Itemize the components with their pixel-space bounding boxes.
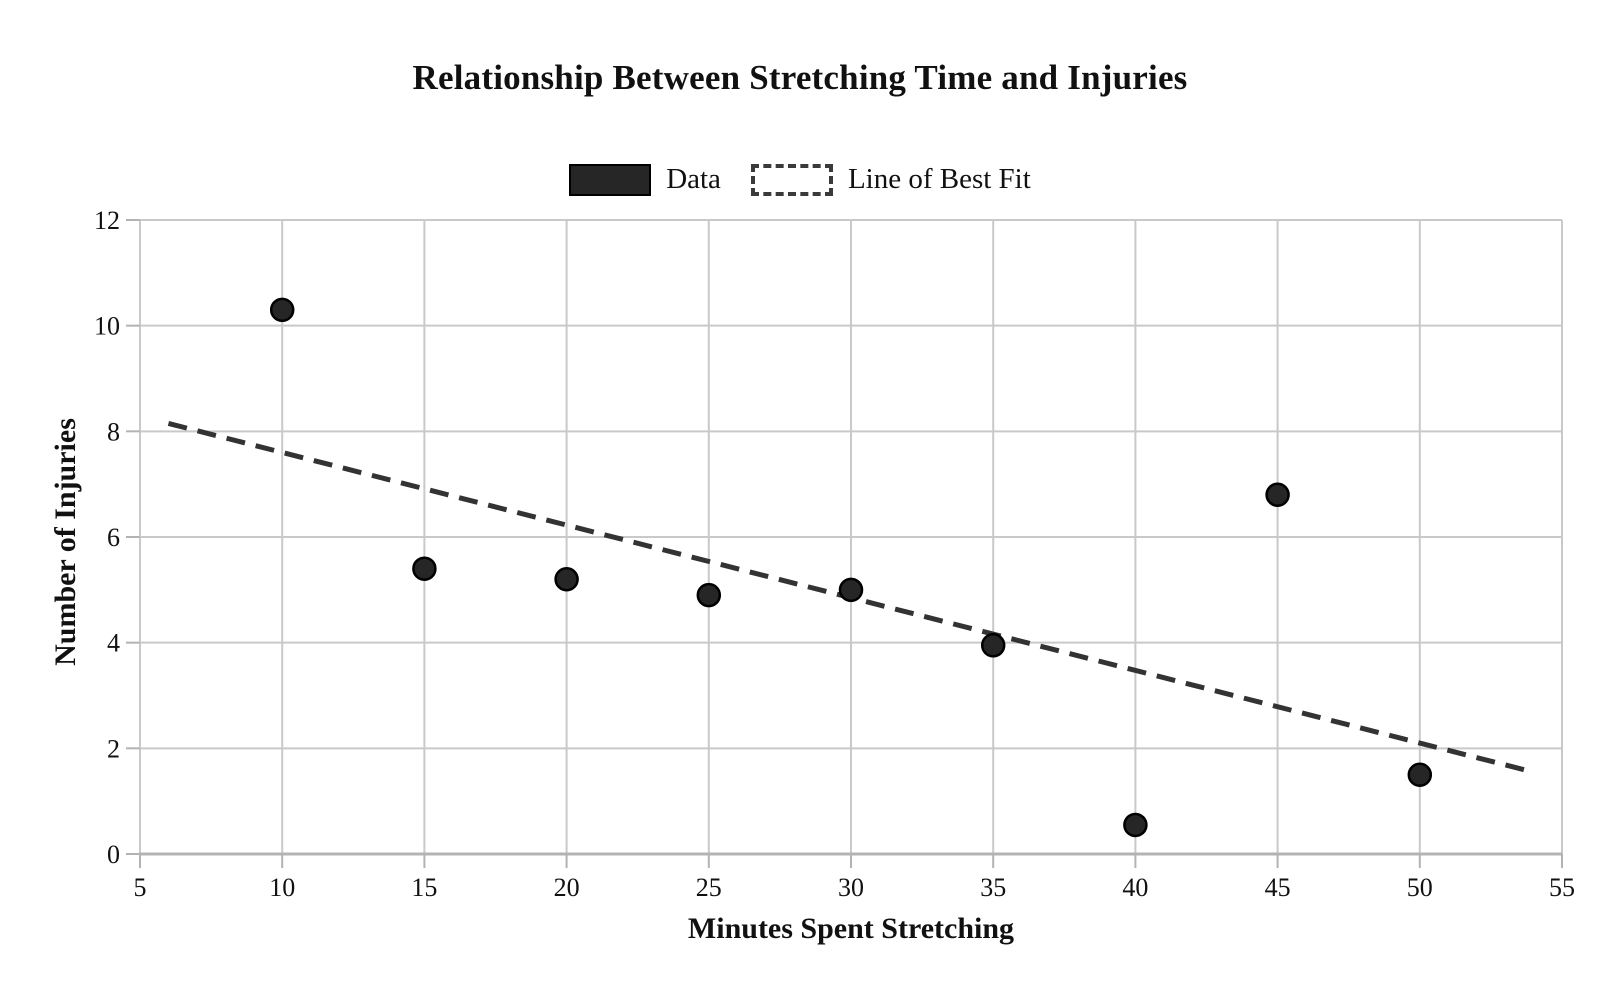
- x-tick-label: 40: [1122, 873, 1148, 902]
- data-point: [838, 577, 864, 603]
- legend-item-data: Data: [569, 163, 721, 196]
- legend-label-data: Data: [666, 163, 721, 195]
- x-tick-label: 20: [554, 873, 580, 902]
- legend-item-best-fit: Line of Best Fit: [750, 163, 1031, 196]
- data-point: [1123, 812, 1148, 838]
- data-series-swatch: [569, 163, 652, 196]
- data-point: [696, 582, 722, 608]
- chart-title: Relationship Between Stretching Time and…: [412, 58, 1188, 97]
- best-fit-swatch: [750, 163, 833, 196]
- data-point: [269, 297, 295, 323]
- data-point: [1407, 762, 1433, 787]
- y-axis-label: Number of Injuries: [49, 418, 82, 666]
- x-axis-label: Minutes Spent Stretching: [687, 912, 1015, 945]
- x-tick-label: 35: [980, 873, 1006, 902]
- legend-label-best-fit: Line of Best Fit: [847, 163, 1031, 195]
- data-point: [1265, 482, 1290, 507]
- x-tick-label: 15: [411, 873, 437, 902]
- y-tick-label: 12: [94, 206, 120, 235]
- data-point: [554, 567, 579, 592]
- y-tick-label: 8: [107, 417, 120, 446]
- y-tick-label: 0: [107, 840, 120, 869]
- data-point: [980, 633, 1006, 658]
- legend: Data Line of Best Fit: [0, 163, 1600, 196]
- x-tick-label: 30: [838, 873, 864, 902]
- x-tick-label: 25: [696, 873, 722, 902]
- y-tick-label: 4: [107, 629, 120, 658]
- x-tick-label: 55: [1549, 873, 1575, 902]
- y-tick-label: 6: [107, 523, 120, 552]
- x-tick-label: 5: [134, 873, 147, 902]
- data-point: [412, 556, 437, 581]
- x-tick-label: 10: [269, 873, 295, 902]
- x-tick-label: 45: [1265, 873, 1291, 902]
- y-tick-label: 2: [107, 734, 120, 763]
- x-tick-label: 50: [1407, 873, 1433, 902]
- y-tick-label: 10: [94, 312, 120, 341]
